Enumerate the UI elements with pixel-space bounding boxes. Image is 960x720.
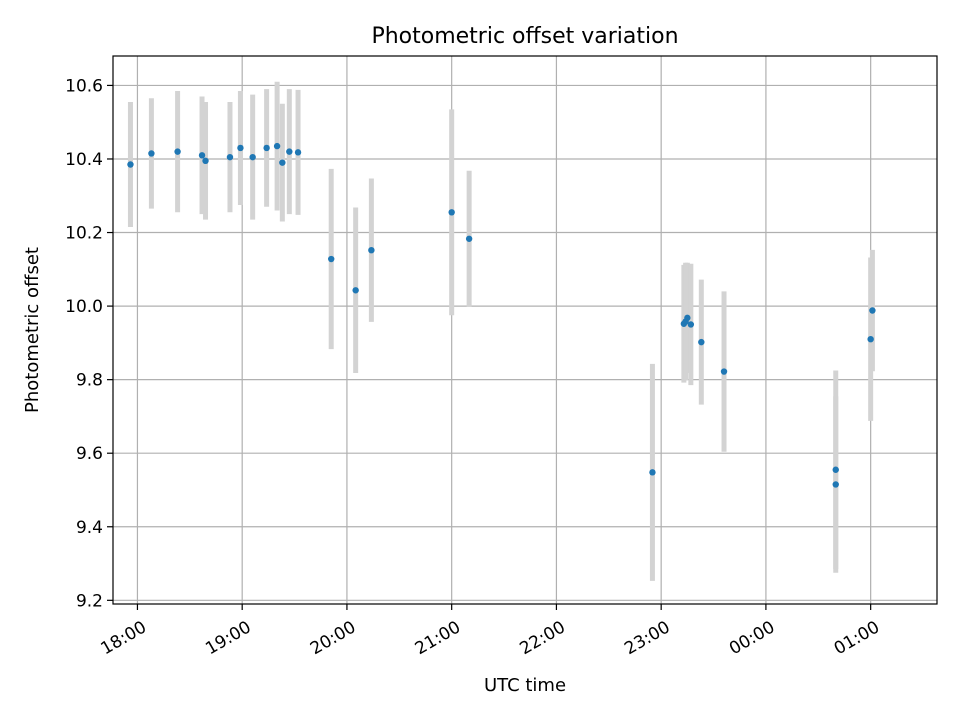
y-axis: 9.2 9.4 9.6 9.8 10.0 10.2 10.4 10.6 [65,76,113,611]
data-point [649,469,656,476]
data-point [832,466,839,473]
data-point [352,287,359,294]
data-point [249,153,256,161]
plot-area [113,56,937,604]
data-point [273,142,281,150]
data-point [368,246,375,254]
data-point [832,481,839,488]
y-tick-label: 10.4 [65,150,103,170]
data-point [687,321,695,328]
data-point [867,335,874,343]
data-point [698,338,705,346]
data-point [127,161,134,168]
y-axis-label: Photometric offset [22,247,43,413]
y-tick-label: 9.4 [76,518,103,538]
y-tick-label: 10.6 [65,76,103,96]
chart-title: Photometric offset variation [371,24,678,49]
data-point [869,307,876,314]
data-point [198,152,206,159]
y-tick-label: 10.2 [65,224,103,244]
data-point [237,144,244,152]
data-point [202,157,209,165]
x-axis-label: UTC time [484,675,566,696]
grid [113,56,937,604]
y-tick-label: 9.8 [76,371,103,391]
data-point [279,159,286,166]
y-tick-label: 9.6 [76,444,103,464]
data-points [127,142,876,488]
plot-frame [112,55,938,605]
y-tick-label: 10.0 [65,297,103,317]
data-point [328,255,335,263]
data-point [286,148,293,155]
data-point [174,148,181,155]
data-point [465,235,473,242]
data-point [448,209,455,216]
data-point [226,153,234,161]
data-point [294,149,302,156]
data-point [263,144,270,152]
data-point [148,150,155,157]
data-point [720,368,728,375]
y-tick-label: 9.2 [76,591,103,611]
data-point [684,314,691,322]
